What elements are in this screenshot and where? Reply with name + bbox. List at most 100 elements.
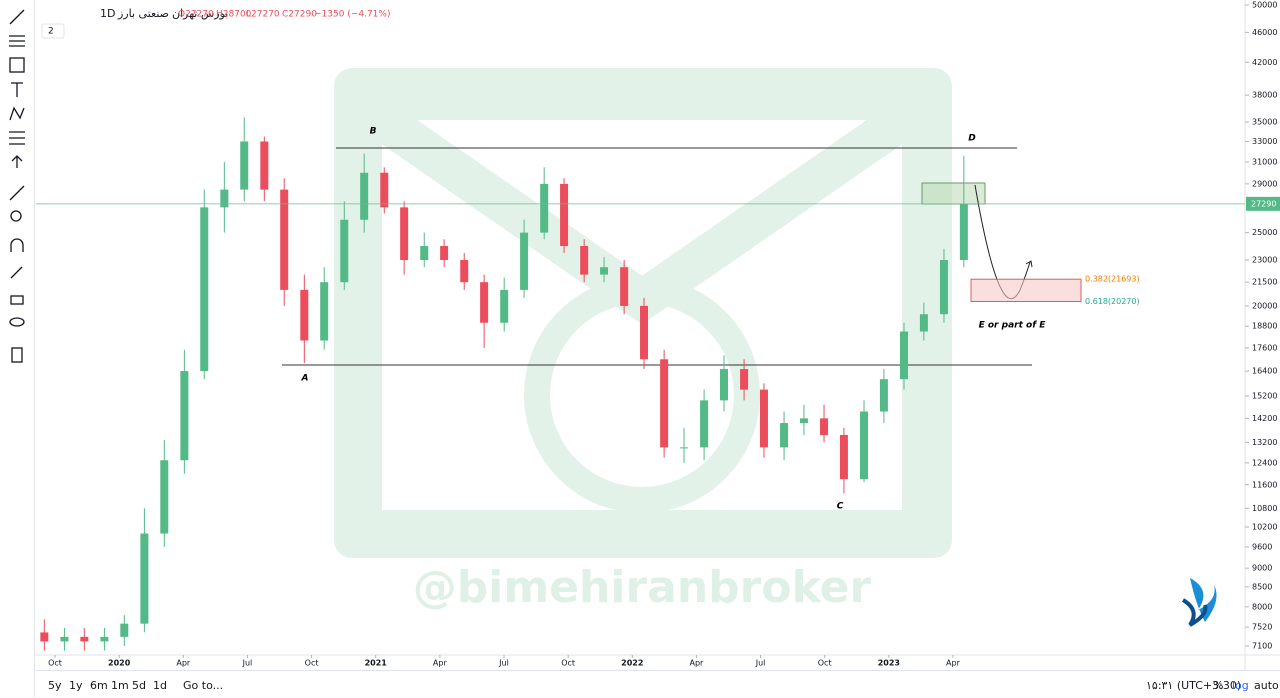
fib-label: 0.618(20270) — [1085, 297, 1140, 306]
y-tick-label: 7100 — [1252, 642, 1272, 651]
candle-body — [600, 267, 609, 275]
candle-body — [80, 636, 89, 642]
candles — [40, 117, 968, 651]
candle-body — [660, 359, 669, 448]
chart: @bimehiranbroker بورس تهران 1D صنعتی بار… — [36, 0, 1280, 670]
ohlc-change: −1350 (−4.71%) — [314, 10, 390, 20]
y-tick-label: 38000 — [1252, 91, 1277, 100]
tool-fib[interactable] — [9, 35, 25, 47]
y-tick-label: 33000 — [1252, 137, 1277, 146]
tool-zoom[interactable] — [10, 210, 22, 222]
fib-zone — [970, 278, 1082, 303]
range-button[interactable]: 5d — [132, 679, 146, 692]
candle-body — [520, 232, 529, 290]
x-tick-label: Jul — [242, 659, 253, 668]
candle-body — [320, 282, 329, 341]
candle-body — [780, 423, 789, 448]
x-tick-label: Apr — [946, 659, 961, 668]
wave-label: E or part of E — [979, 321, 1047, 331]
tool-shape[interactable] — [9, 57, 25, 73]
candle-body — [160, 460, 169, 534]
y-tick-label: 10200 — [1252, 523, 1277, 532]
candle-body — [40, 632, 49, 642]
candle-body — [680, 447, 689, 449]
y-tick-label: 13200 — [1252, 438, 1277, 447]
goto-button[interactable]: Go to... — [183, 679, 224, 692]
broker-logo — [1181, 578, 1217, 627]
x-tick-label: Apr — [176, 659, 191, 668]
candle-body — [460, 260, 469, 283]
tool-lock-drawing[interactable] — [10, 266, 23, 279]
tool-text[interactable] — [11, 82, 23, 97]
candle-body — [700, 400, 709, 448]
y-tick-label: 16400 — [1252, 367, 1277, 376]
candle-body — [879, 379, 888, 412]
ohlc-high: H28700 — [216, 10, 252, 20]
candle-body — [480, 282, 489, 323]
percent-toggle[interactable]: % — [1213, 679, 1224, 692]
arrow-head — [1025, 260, 1033, 268]
fib-label: 0.382(21693) — [1085, 275, 1140, 284]
y-tick-label: 21500 — [1252, 278, 1277, 287]
tool-trendline[interactable] — [9, 9, 25, 25]
range-button[interactable]: 1y — [69, 679, 83, 692]
candle-body — [440, 246, 449, 261]
candle-body — [140, 533, 149, 624]
x-tick-label: Apr — [433, 659, 448, 668]
ohlc-low: L27270 — [246, 10, 280, 20]
x-tick-label: Jul — [755, 659, 766, 668]
log-toggle[interactable]: log — [1232, 679, 1249, 692]
x-tick-label: Oct — [305, 659, 319, 668]
collapse-count[interactable]: 2 — [48, 27, 54, 37]
candle-body — [820, 418, 829, 435]
candle-body — [380, 172, 389, 208]
x-tick-label: 2021 — [365, 659, 388, 668]
tool-magnet[interactable] — [10, 238, 24, 252]
candle-body — [799, 418, 808, 424]
candle-body — [420, 246, 429, 261]
y-tick-label: 50000 — [1252, 1, 1277, 10]
x-tick-label: Oct — [561, 659, 575, 668]
y-tick-label: 17600 — [1252, 343, 1277, 352]
x-tick-label: Oct — [818, 659, 832, 668]
tool-visibility[interactable] — [9, 317, 25, 327]
candle-body — [640, 305, 649, 360]
y-tick-label: 11600 — [1252, 480, 1277, 489]
auto-toggle[interactable]: auto — [1254, 679, 1279, 692]
range-button[interactable]: 1d — [153, 679, 167, 692]
y-tick-label: 8500 — [1252, 582, 1272, 591]
collapse-button[interactable] — [41, 23, 65, 39]
y-tick-label: 42000 — [1252, 58, 1277, 67]
candle-body — [400, 207, 409, 261]
y-tick-label: 14200 — [1252, 414, 1277, 423]
range-button[interactable]: 5y — [48, 679, 62, 692]
y-tick-label: 20000 — [1252, 301, 1277, 310]
y-tick-label: 46000 — [1252, 28, 1277, 37]
wave-label: C — [837, 502, 844, 512]
y-tick-label: 31000 — [1252, 157, 1277, 166]
candle-body — [280, 189, 289, 290]
ohlc-close: C27290 — [282, 10, 317, 20]
y-tick-label: 12400 — [1252, 458, 1277, 467]
range-button[interactable]: 1m — [111, 679, 129, 692]
candle-body — [719, 369, 728, 401]
tool-lock[interactable] — [10, 295, 24, 305]
tool-ruler[interactable] — [9, 185, 25, 201]
candle-body — [300, 289, 309, 341]
candle-body — [500, 289, 509, 323]
tool-cursor[interactable] — [11, 155, 23, 168]
wave-label: B — [370, 127, 377, 137]
tool-trash[interactable] — [11, 347, 23, 363]
tool-pattern[interactable] — [9, 106, 25, 121]
candle-body — [860, 411, 869, 480]
candle-body — [120, 623, 129, 637]
last-price-label: 27290 — [1251, 199, 1276, 208]
candle-body — [220, 189, 229, 208]
y-tick-label: 9000 — [1252, 564, 1272, 573]
candle-body — [540, 183, 549, 233]
watermark-text: @bimehiranbroker — [413, 562, 872, 613]
range-button[interactable]: 6m — [90, 679, 108, 692]
tool-prediction[interactable] — [9, 131, 25, 145]
header-symbol: صنعتی بارز — [117, 7, 169, 20]
